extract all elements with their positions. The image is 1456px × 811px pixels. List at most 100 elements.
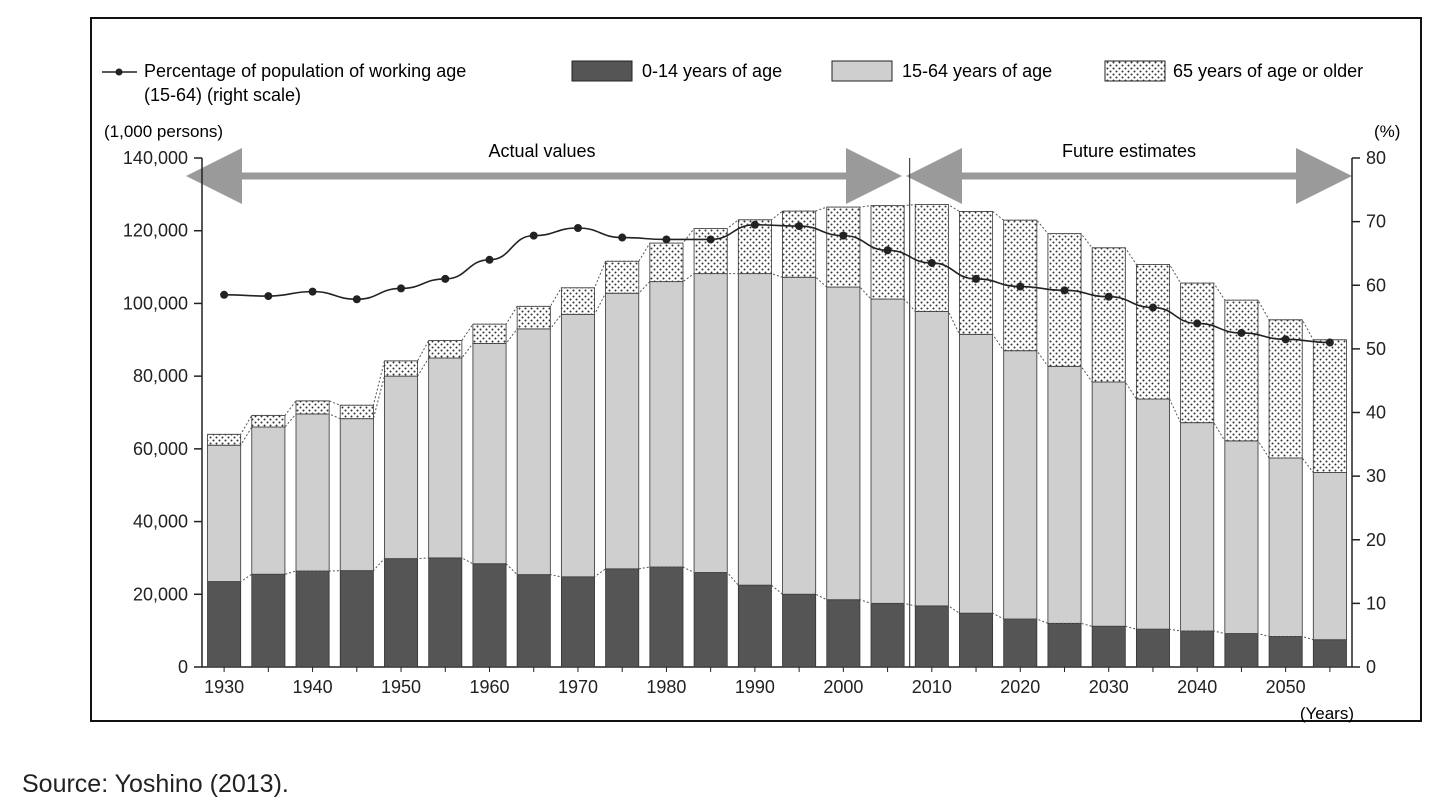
left-y-tick-label: 20,000 [133,584,188,604]
x-unit-label: (Years) [1300,704,1354,723]
bar-youth [1312,639,1347,668]
working-age-percentage-point [1193,319,1202,328]
population-chart: Percentage of population of working age … [102,60,1400,723]
working-age-percentage-point [529,231,538,240]
bar-elderly [649,242,684,283]
bar-elderly [560,287,595,315]
working-age-percentage-point [397,284,406,293]
bar-working-age [428,357,463,559]
bar-working-age [516,328,551,576]
bar-youth [649,566,684,668]
working-age-percentage-line [224,224,1330,344]
bar-elderly [1135,264,1170,400]
legend-line-marker [115,68,123,76]
working-age-percentage-point [485,255,494,264]
bar-youth [1047,622,1082,668]
bar-youth [826,599,861,668]
bar-working-age [693,273,728,573]
bar-youth [1180,630,1215,668]
bar-youth [914,605,949,668]
bar-youth [207,581,242,668]
bar-working-age [605,292,640,570]
right-y-tick-label: 60 [1366,275,1386,295]
bar-youth [516,574,551,668]
bar-working-age [649,281,684,568]
working-age-percentage-point [573,223,582,232]
bar-youth [1003,618,1038,668]
working-age-percentage-point [618,233,627,242]
bar-youth [1224,633,1259,668]
future-estimates-annotation: Future estimates [906,141,1352,204]
bar-working-age [959,333,994,614]
bar-working-age [1268,457,1303,637]
bar-elderly [428,340,463,359]
bar-working-age [1003,350,1038,620]
working-age-percentage-point [927,258,936,267]
right-y-tick-label: 10 [1366,593,1386,613]
bar-youth [693,572,728,668]
right-y-tick-label: 80 [1366,148,1386,168]
bar-youth [870,602,905,668]
future-estimates-label: Future estimates [1062,141,1196,161]
bar-youth [472,563,507,668]
left-y-tick-label: 140,000 [123,148,188,168]
working-age-percentage-point [308,287,317,296]
bar-working-age [295,413,330,572]
left-y-tick-label: 60,000 [133,439,188,459]
bar-working-age [472,343,507,565]
bar-youth [560,576,595,668]
left-y-tick-label: 40,000 [133,512,188,532]
plot-area: 0 20,000 40,000 60,000 80,000 100,000 120,000 1… [123,148,1386,697]
bar-elderly [1312,339,1347,473]
actual-values-annotation: Actual values [186,141,902,204]
legend-working-swatch [831,60,893,82]
bar-youth [1135,628,1170,668]
right-y-tick-label: 70 [1366,212,1386,232]
bar-elderly [782,210,817,278]
working-age-percentage-point [220,290,229,299]
bar-youth [605,568,640,668]
bar-youth [1091,625,1126,668]
bar-working-age [914,311,949,607]
bar-working-age [1224,440,1259,634]
right-y-tick-label: 20 [1366,530,1386,550]
actual-values-label: Actual values [488,141,595,161]
working-age-percentage-point [1281,335,1290,344]
bar-working-age [560,313,595,578]
x-tick-label: 1980 [646,677,686,697]
bar-working-age [339,418,374,572]
right-y-tick-label: 30 [1366,466,1386,486]
working-age-percentage-point [1060,286,1069,295]
working-age-percentage-point [1325,338,1334,347]
bar-elderly [1047,233,1082,367]
working-age-percentage-point [795,222,804,231]
legend: Percentage of population of working age … [102,60,1363,105]
bar-elderly [472,323,507,344]
bar-elderly [295,400,330,415]
x-tick-label: 2010 [912,677,952,697]
bar-youth [251,573,286,668]
left-unit-label: (1,000 persons) [104,122,223,141]
bar-working-age [870,298,905,604]
working-age-percentage-point [883,246,892,255]
right-y-tick-label: 40 [1366,403,1386,423]
bar-working-age [1312,472,1347,641]
bar-elderly [251,415,286,428]
working-age-percentage-point [662,235,671,244]
x-tick-label: 1950 [381,677,421,697]
stack-connector-15-64-years-of-age [207,273,1347,473]
bar-elderly [914,204,949,312]
x-tick-label: 1930 [204,677,244,697]
bar-working-age [1091,381,1126,627]
bar-youth [428,557,463,668]
working-age-percentage-point [972,274,981,283]
bar-youth [384,558,419,668]
legend-line-label-2: (15-64) (right scale) [144,85,301,105]
x-tick-label: 2020 [1000,677,1040,697]
x-tick-label: 1940 [293,677,333,697]
right-y-tick-label: 50 [1366,339,1386,359]
legend-elderly-swatch [1104,60,1166,82]
bar-youth [782,593,817,668]
bar-elderly [384,360,419,377]
bar-working-age [207,444,242,582]
